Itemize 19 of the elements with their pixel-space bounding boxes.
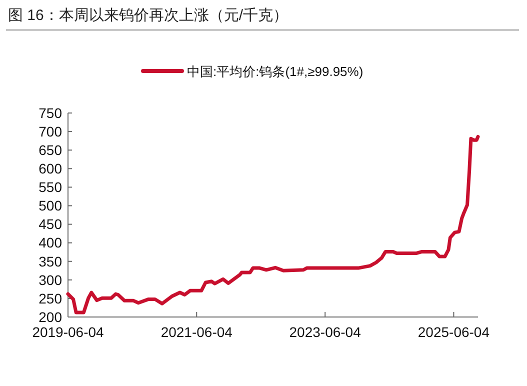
x-tick-label: 2023-06-04 [289,324,362,340]
x-tick-label: 2025-06-04 [418,324,490,340]
y-tick-label: 500 [38,198,62,214]
y-tick-label: 200 [38,308,62,325]
y-tick-label: 350 [38,253,62,270]
chart-title: 图 16：本周以来钨价再次上涨（元/千克） [8,7,288,24]
y-tick-label: 700 [38,123,62,140]
y-tick-label: 750 [38,104,62,121]
y-tick-label: 550 [38,179,62,196]
y-tick-label: 300 [38,272,62,288]
legend-label: 中国:平均价:钨条(1#,≥99.95%) [187,64,364,79]
y-tick-label: 650 [38,142,62,158]
x-tick-label: 2019-06-04 [32,324,104,340]
line-series [66,134,480,314]
y-tick-label: 600 [38,160,62,177]
y-tick-label: 400 [38,234,62,251]
y-tick-label: 450 [38,216,62,232]
x-tick-label: 2021-06-04 [160,324,233,340]
y-tick-label: 250 [38,290,62,306]
